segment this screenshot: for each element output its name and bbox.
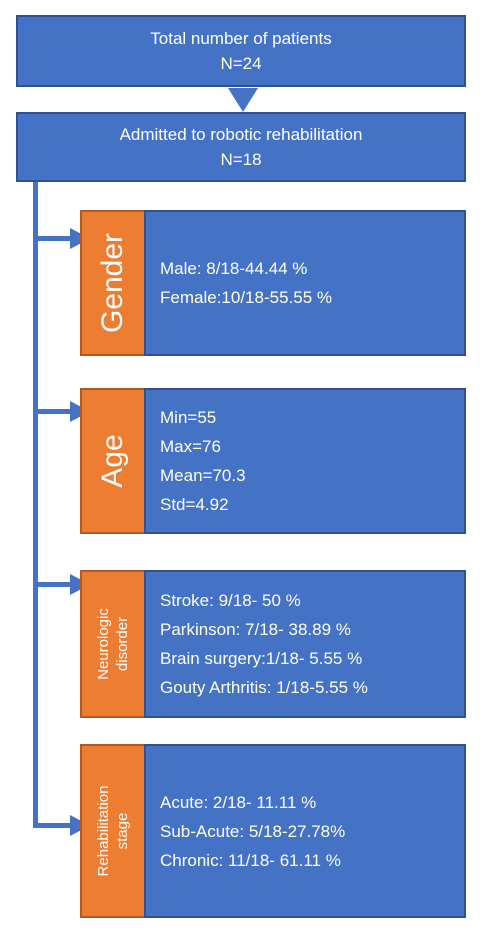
- rehab-title-line: stage: [114, 812, 131, 850]
- total-patients-label: Total number of patients: [150, 29, 332, 48]
- rehab-line: Sub-Acute: 5/18-27.78%: [160, 821, 346, 841]
- age-title: Age: [96, 434, 129, 488]
- neuro-line: Parkinson: 7/18- 38.89 %: [160, 620, 351, 639]
- gender-header: Gender: [80, 210, 146, 356]
- neuro-title: Neurologic disorder: [94, 608, 132, 680]
- age-content-box: Min=55 Max=76 Mean=70.3 Std=4.92: [144, 388, 466, 534]
- vertical-trunk-line: [33, 176, 38, 828]
- total-patients-count: N=24: [220, 54, 262, 73]
- neuro-header: Neurologic disorder: [80, 570, 146, 718]
- age-line: Std=4.92: [160, 495, 229, 514]
- rehab-title: Rehabilitation stage: [94, 786, 132, 877]
- admitted-count: N=18: [220, 150, 262, 169]
- gender-title: Gender: [96, 232, 129, 334]
- total-patients-box: Total number of patients N=24: [16, 15, 466, 87]
- branch-line-neuro: [33, 582, 73, 587]
- gender-content-box: Male: 8/18-44.44 % Female:10/18-55.55 %: [144, 210, 466, 356]
- admitted-label: Admitted to robotic rehabilitation: [119, 125, 363, 144]
- rehab-content-box: Acute: 2/18- 11.11 % Sub-Acute: 5/18-27.…: [144, 744, 466, 918]
- branch-line-gender: [33, 236, 73, 241]
- branch-line-rehab: [33, 823, 73, 828]
- rehab-line: Acute: 2/18- 11.11 %: [160, 792, 317, 812]
- age-line: Min=55: [160, 408, 217, 427]
- admitted-box: Admitted to robotic rehabilitation N=18: [16, 112, 466, 182]
- age-line: Max=76: [160, 437, 221, 456]
- age-header: Age: [80, 388, 146, 534]
- rehab-title-line: Rehabilitation: [95, 785, 112, 877]
- neuro-title-line: disorder: [114, 616, 131, 672]
- neuro-line: Brain surgery:1/18- 5.55 %: [160, 649, 363, 668]
- neuro-line: Gouty Arthritis: 1/18-5.55 %: [160, 678, 368, 697]
- age-line: Mean=70.3: [160, 466, 246, 485]
- gender-line: Male: 8/18-44.44 %: [160, 259, 308, 278]
- rehab-line: Chronic: 11/18- 61.11 %: [160, 850, 341, 870]
- gender-line: Female:10/18-55.55 %: [160, 288, 332, 307]
- neuro-content-box: Stroke: 9/18- 50 % Parkinson: 7/18- 38.8…: [144, 570, 466, 718]
- branch-line-age: [33, 409, 73, 414]
- rehab-header: Rehabilitation stage: [80, 744, 146, 918]
- neuro-title-line: Neurologic: [95, 608, 112, 680]
- down-arrow: [228, 88, 258, 112]
- neuro-line: Stroke: 9/18- 50 %: [160, 591, 301, 610]
